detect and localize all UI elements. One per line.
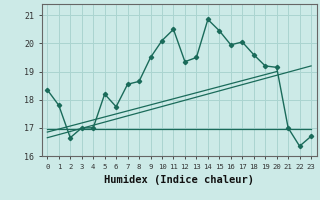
X-axis label: Humidex (Indice chaleur): Humidex (Indice chaleur) [104, 175, 254, 185]
